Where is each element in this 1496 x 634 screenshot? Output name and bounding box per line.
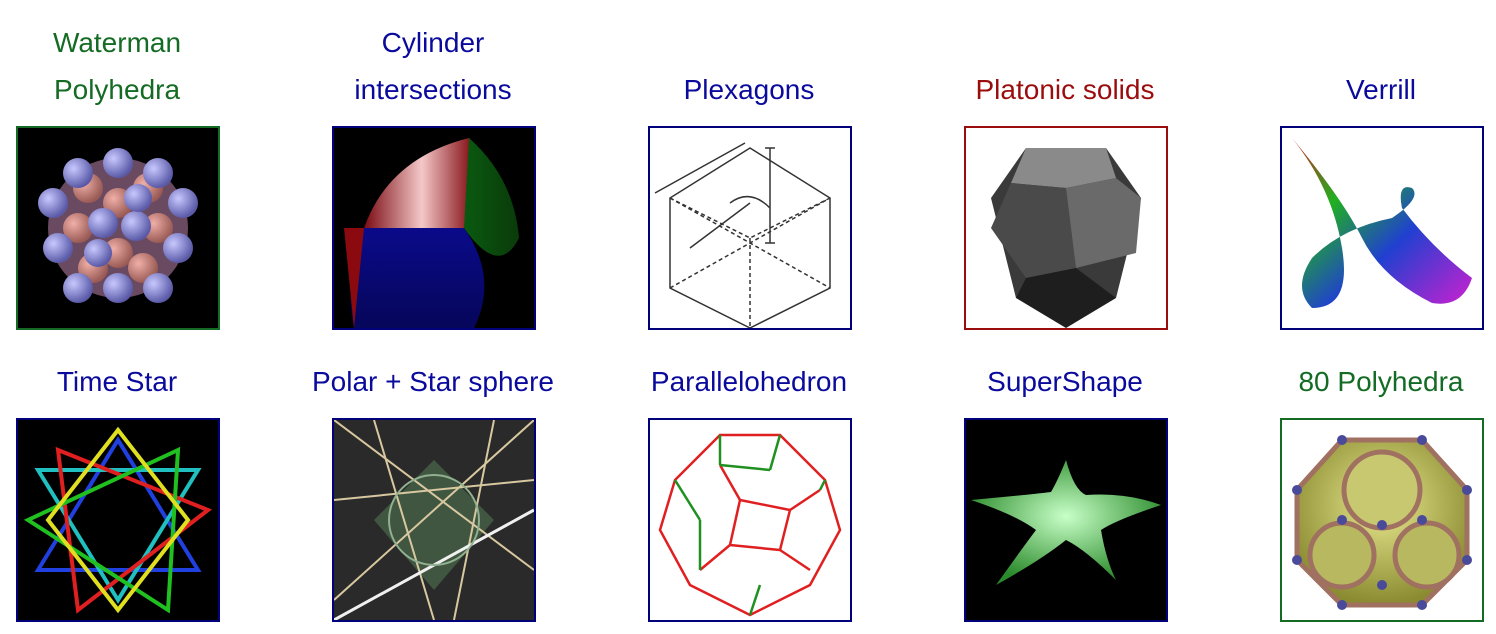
item-title: Parallelohedron [650,366,848,397]
truncated-cube-icon[interactable] [1280,418,1484,622]
time-star-icon[interactable] [16,418,220,622]
gallery-item-supershape[interactable]: SuperShape [925,358,1205,405]
gallery-item-polar-star[interactable]: Polar + Star sphere [293,358,573,405]
gallery-item-verrill[interactable]: Verrill [1241,66,1496,113]
parallelohedron-icon[interactable] [648,418,852,622]
gallery-item-parallelohedron[interactable]: Parallelohedron [609,358,889,405]
item-title: Time Star [56,366,178,397]
gallery-item-waterman[interactable]: Waterman Polyhedra [0,19,257,113]
sphere-cluster-icon[interactable] [16,126,220,330]
gallery-item-cylinder[interactable]: Cylinder intersections [293,19,573,113]
cylinder-intersection-icon[interactable] [332,126,536,330]
gallery-item-plexagons[interactable]: Plexagons [609,66,889,113]
item-title: SuperShape [987,366,1143,397]
item-title-line2: intersections [354,74,512,105]
item-title: 80 Polyhedra [1298,366,1464,397]
item-title: Waterman [52,27,182,58]
gallery-item-platonic[interactable]: Platonic solids [925,66,1205,113]
dodecahedron-icon[interactable] [964,126,1168,330]
item-title: Polar + Star sphere [311,366,555,397]
twisted-surface-icon[interactable] [1280,126,1484,330]
item-title: Platonic solids [975,74,1155,105]
gallery-item-time-star[interactable]: Time Star [0,358,257,405]
plexagon-diagram-icon[interactable] [648,126,852,330]
item-title-line2: Polyhedra [53,74,181,105]
item-title: Cylinder [381,27,485,58]
gallery-item-80-polyhedra[interactable]: 80 Polyhedra [1241,358,1496,405]
star-sphere-icon[interactable] [332,418,536,622]
item-title: Plexagons [683,74,815,105]
item-title: Verrill [1345,74,1416,105]
supershape-star-icon[interactable] [964,418,1168,622]
